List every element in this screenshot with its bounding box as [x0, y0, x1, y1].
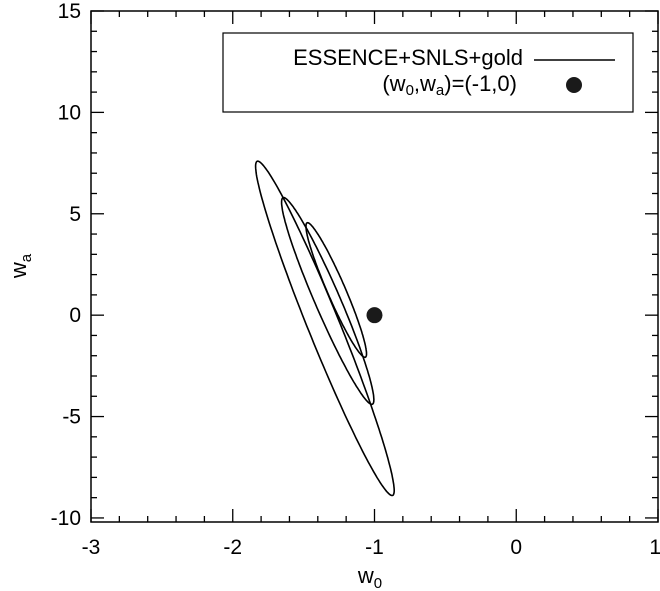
y-axis-label: wa	[6, 253, 35, 279]
x-tick-label: -1	[365, 536, 384, 559]
contour-3	[254, 160, 395, 497]
y-tick-label: -5	[62, 406, 81, 429]
x-tick-label: 1	[649, 536, 660, 559]
x-tick-label: -3	[82, 536, 101, 559]
legend: ESSENCE+SNLS+gold (w0,wa)=(-1,0)	[222, 32, 634, 113]
legend-entry-point: (w0,wa)=(-1,0)	[382, 71, 517, 99]
y-tick-label: 15	[58, 0, 81, 23]
marker-group	[366, 307, 383, 324]
x-tick-label: -2	[223, 536, 242, 559]
legend-box	[222, 32, 634, 113]
y-tick-label: 5	[69, 203, 81, 226]
contour-group	[254, 160, 395, 497]
x-tick-label: 0	[510, 536, 522, 559]
plot-frame	[90, 10, 659, 523]
fiducial-point-marker	[366, 307, 383, 324]
y-tick-label: -10	[51, 507, 81, 530]
legend-entry-series: ESSENCE+SNLS+gold	[293, 45, 523, 70]
y-tick-label: 10	[58, 101, 81, 124]
x-axis-label: w0	[357, 563, 382, 591]
y-tick-label: 0	[69, 304, 81, 327]
contour-1	[305, 221, 368, 359]
legend-marker-swatch	[566, 77, 582, 93]
axis-ticks	[90, 10, 659, 522]
